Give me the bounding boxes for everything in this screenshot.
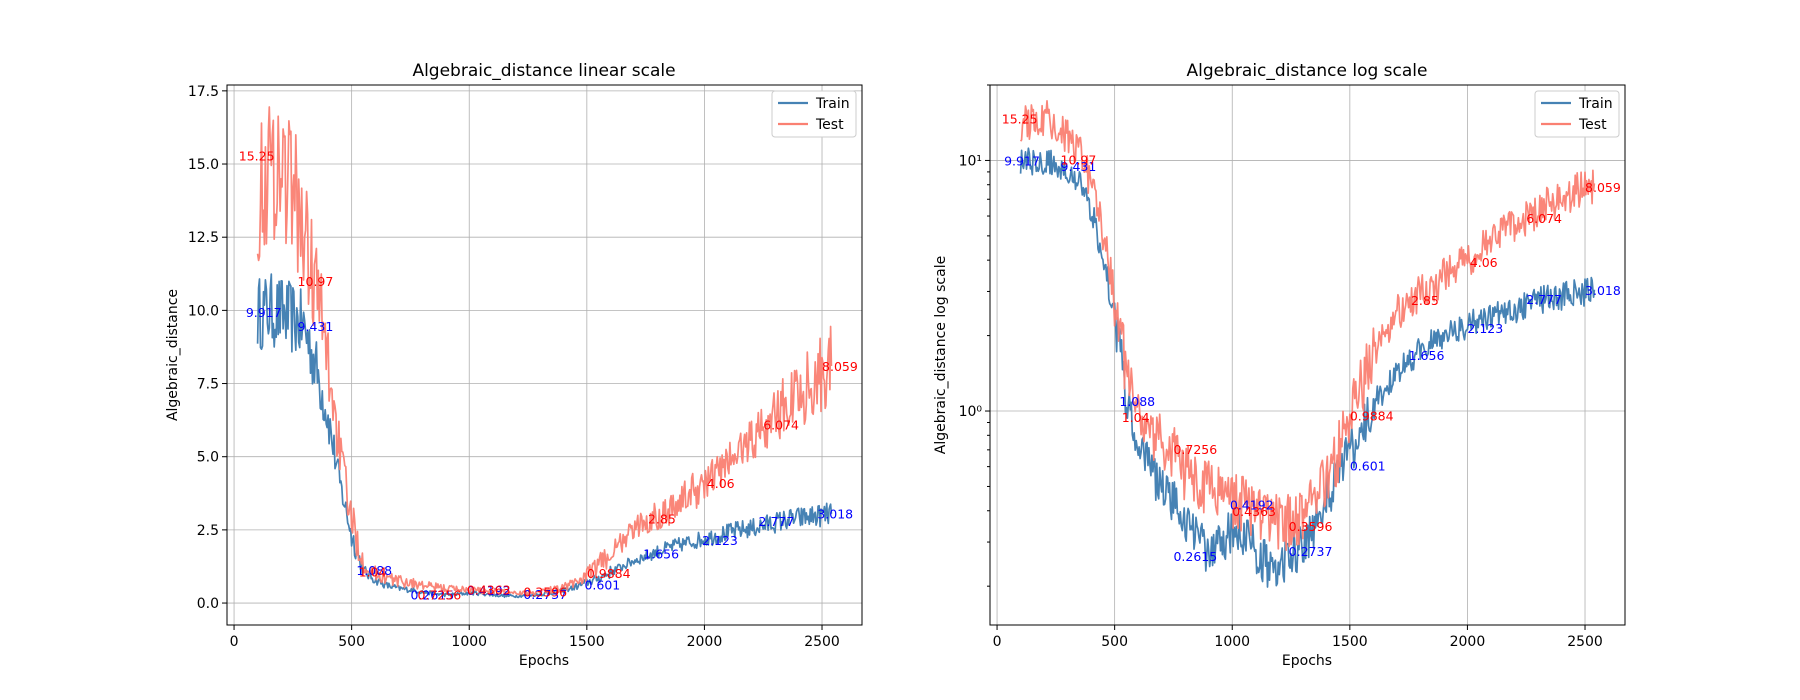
data-label-test: 0.7256 [418, 587, 462, 602]
data-label-train: 0.4192 [1230, 498, 1274, 513]
linear-chart-title: Algebraic_distance linear scale [412, 61, 675, 81]
y-tick-label: 10.0 [188, 303, 219, 319]
linear-axes-frame [226, 84, 863, 626]
data-label-train: 2.123 [1467, 321, 1503, 336]
data-label-test: 10.97 [298, 274, 334, 289]
linear-legend-train-label: Train [815, 96, 850, 112]
data-label-train: 9.431 [1061, 159, 1097, 174]
linear-y-axis-label: Algebraic_distance [165, 289, 181, 421]
linear-grid [227, 85, 862, 625]
log-axes-frame [989, 84, 1626, 626]
y-tick-label: 12.5 [188, 230, 219, 246]
data-label-train: 3.018 [1585, 283, 1621, 298]
data-label-test: 0.9884 [1350, 409, 1394, 424]
data-label-train: 1.656 [643, 547, 679, 562]
data-label-train: 9.431 [298, 319, 334, 334]
log-y-ticks: 10⁰ 10¹ [959, 84, 990, 587]
log-train-line [1019, 147, 1596, 588]
x-tick-label: 2000 [687, 634, 723, 650]
data-label-train: 0.2615 [1173, 549, 1217, 564]
data-label-test: 1.04 [1122, 410, 1150, 425]
data-label-train: 1.088 [356, 563, 392, 578]
data-label-test: 15.25 [239, 149, 275, 164]
data-label-test: 0.3596 [1289, 519, 1333, 534]
x-tick-label: 1500 [1332, 634, 1368, 650]
data-label-test: 0.4363 [1232, 504, 1276, 519]
x-tick-label: 2500 [1567, 634, 1603, 650]
linear-y-ticks: 0.0 2.5 5.0 7.5 10.0 12.5 15.0 17.5 [188, 84, 227, 612]
data-label-test: 8.059 [822, 359, 858, 374]
data-label-train: 9.917 [1004, 153, 1040, 168]
y-tick-label: 7.5 [197, 377, 219, 393]
data-label-test: 2.85 [1411, 293, 1439, 308]
data-label-test: 0.9884 [587, 566, 631, 581]
x-tick-label: 1000 [451, 634, 487, 650]
y-tick-label: 5.0 [197, 450, 219, 466]
data-label-test: 6.074 [1526, 211, 1562, 226]
data-label-train: 0.4192 [467, 583, 511, 598]
x-tick-label: 500 [338, 634, 365, 650]
data-label-train: 1.656 [1409, 348, 1445, 363]
data-label-test: 10.97 [1061, 152, 1097, 167]
linear-annotations: 9.917 9.431 1.088 0.2615 0.4192 0.2737 0.601 1.… [239, 149, 858, 603]
data-label-train: 1.088 [1119, 394, 1155, 409]
log-x-axis-label: Epochs [1282, 653, 1332, 669]
data-label-train: 0.2737 [523, 587, 567, 602]
y-tick-label: 15.0 [188, 157, 219, 173]
x-tick-label: 2500 [804, 634, 840, 650]
x-tick-label: 2000 [1450, 634, 1486, 650]
y-tick-label: 0.0 [197, 596, 219, 612]
linear-scale-panel: Algebraic_distance linear scale 9.917 9.4… [165, 61, 863, 669]
log-chart-title: Algebraic_distance log scale [1187, 61, 1428, 81]
data-label-test: 15.25 [1002, 111, 1038, 126]
linear-x-ticks: 0 500 1000 1500 2000 2500 [230, 625, 840, 650]
data-label-train: 0.2615 [410, 587, 454, 602]
data-label-test: 6.074 [763, 417, 799, 432]
log-legend: Train Test [1534, 90, 1620, 138]
data-label-test: 0.4363 [467, 582, 511, 597]
data-label-train: 2.123 [702, 533, 738, 548]
data-label-test: 8.059 [1585, 180, 1621, 195]
data-label-test: 4.06 [1470, 255, 1498, 270]
log-annotations: 9.917 9.431 1.088 0.2615 0.4192 0.2737 0.601 1.… [1002, 111, 1621, 564]
data-label-train: 3.018 [817, 507, 853, 522]
x-tick-label: 0 [993, 634, 1002, 650]
log-series [1019, 99, 1596, 588]
data-label-test: 1.04 [359, 565, 387, 580]
x-tick-label: 1000 [1214, 634, 1250, 650]
log-legend-test-label: Test [1578, 117, 1607, 133]
log-test-line [1019, 99, 1596, 552]
linear-x-axis-label: Epochs [519, 653, 569, 669]
log-x-ticks: 0 500 1000 1500 2000 2500 [993, 625, 1603, 650]
data-label-train: 2.777 [759, 514, 795, 529]
y-tick-label: 17.5 [188, 84, 219, 100]
data-label-test: 4.06 [707, 476, 735, 491]
data-label-train: 9.917 [246, 305, 282, 320]
log-scale-panel: Algebraic_distance log scale 9.917 9.4311… [933, 61, 1626, 669]
data-label-train: 0.2737 [1289, 544, 1333, 559]
data-label-test: 2.85 [648, 512, 676, 527]
linear-test-line [256, 106, 833, 596]
x-tick-label: 1500 [569, 634, 605, 650]
y-tick-label: 10¹ [959, 153, 982, 169]
linear-legend: Train Test [771, 90, 857, 138]
data-label-test: 0.7256 [1173, 442, 1217, 457]
log-legend-train-label: Train [1578, 96, 1613, 112]
x-tick-label: 500 [1101, 634, 1128, 650]
x-tick-label: 0 [230, 634, 239, 650]
data-label-test: 0.3596 [523, 585, 567, 600]
data-label-train: 0.601 [584, 577, 620, 592]
log-y-axis-label: Algebraic_distance log scale [933, 256, 949, 454]
y-tick-label: 2.5 [197, 523, 219, 539]
data-label-train: 0.601 [1350, 458, 1386, 473]
y-tick-label: 10⁰ [959, 404, 983, 420]
linear-series [256, 106, 833, 599]
linear-legend-test-label: Test [815, 117, 844, 133]
data-label-train: 2.777 [1526, 292, 1562, 307]
